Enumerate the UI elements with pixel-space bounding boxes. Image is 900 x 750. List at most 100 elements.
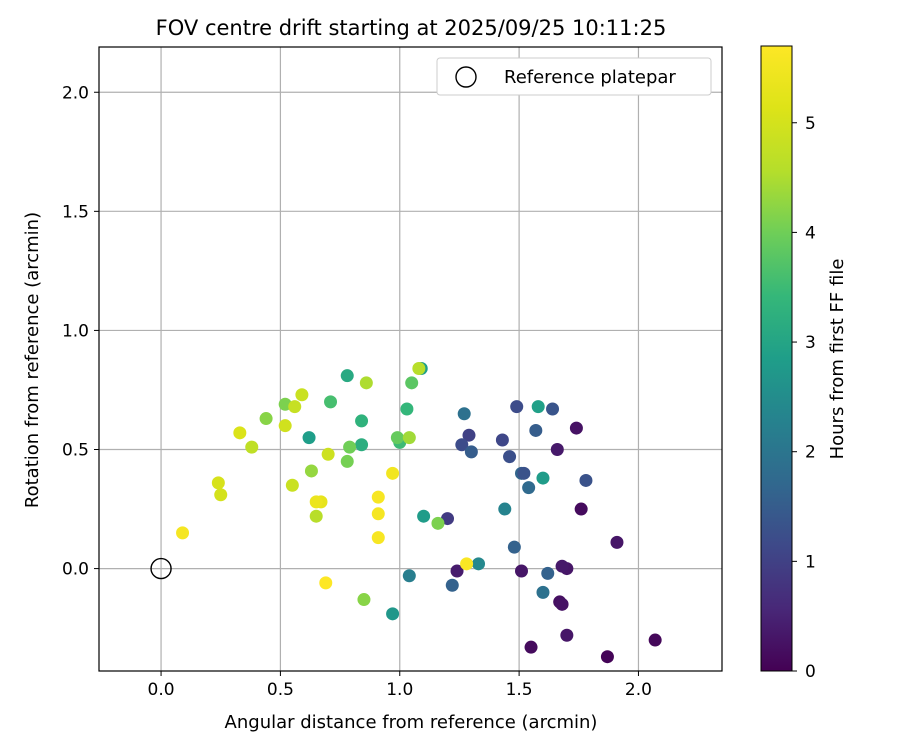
data-point bbox=[517, 466, 531, 480]
data-point bbox=[579, 473, 593, 487]
data-point bbox=[259, 412, 273, 426]
data-point bbox=[386, 466, 400, 480]
data-point bbox=[445, 578, 459, 592]
data-point bbox=[600, 650, 614, 664]
data-point bbox=[371, 490, 385, 504]
data-point bbox=[541, 566, 555, 580]
data-point bbox=[507, 540, 521, 554]
data-point bbox=[472, 557, 486, 571]
data-point bbox=[462, 428, 476, 442]
y-tick-label: 2.0 bbox=[62, 83, 89, 103]
data-point bbox=[574, 502, 588, 516]
data-point bbox=[400, 402, 414, 416]
data-point bbox=[569, 421, 583, 435]
colorbar-tick-label: 3 bbox=[805, 333, 816, 353]
data-point bbox=[648, 633, 662, 647]
data-point bbox=[555, 597, 569, 611]
x-tick-label: 1.5 bbox=[506, 680, 533, 700]
plot-frame bbox=[98, 46, 723, 672]
data-point bbox=[288, 400, 302, 414]
data-point bbox=[324, 395, 338, 409]
data-point bbox=[304, 464, 318, 478]
data-point bbox=[510, 400, 524, 414]
data-point bbox=[302, 431, 316, 445]
data-point bbox=[309, 495, 323, 509]
chart-title: FOV centre drift starting at 2025/09/25 … bbox=[156, 16, 667, 40]
data-point bbox=[386, 607, 400, 621]
data-point bbox=[498, 502, 512, 516]
y-tick-label: 0.5 bbox=[62, 441, 89, 461]
data-point bbox=[295, 388, 309, 402]
data-point bbox=[176, 526, 190, 540]
data-point bbox=[390, 431, 404, 445]
data-point bbox=[340, 454, 354, 468]
legend-label: Reference platepar bbox=[504, 67, 676, 88]
plot-area bbox=[99, 47, 722, 671]
scatter-points bbox=[176, 362, 662, 664]
x-axis-label: Angular distance from reference (arcmin) bbox=[225, 712, 598, 733]
data-point bbox=[550, 443, 564, 457]
data-point bbox=[278, 419, 292, 433]
data-point bbox=[321, 447, 335, 461]
data-point bbox=[450, 564, 464, 578]
data-point bbox=[285, 478, 299, 492]
data-point bbox=[460, 557, 474, 571]
data-point bbox=[319, 576, 333, 590]
data-point bbox=[536, 585, 550, 599]
data-point bbox=[357, 593, 371, 607]
reference-marker bbox=[150, 557, 172, 580]
colorbar-ticks: 0 1 2 3 4 5 bbox=[792, 114, 816, 682]
reference-layer bbox=[150, 557, 172, 580]
legend-box bbox=[436, 57, 712, 96]
y-tick-label: 1.5 bbox=[62, 202, 89, 222]
data-point bbox=[560, 628, 574, 642]
x-axis-ticks: 0.0 0.5 1.0 1.5 2.0 bbox=[148, 671, 652, 700]
data-point bbox=[412, 362, 426, 376]
colorbar-tick-label: 2 bbox=[805, 443, 816, 463]
data-point bbox=[309, 509, 323, 523]
data-point bbox=[610, 535, 624, 549]
data-point bbox=[233, 426, 247, 440]
data-point bbox=[371, 507, 385, 521]
colorbar-tick-label: 0 bbox=[805, 662, 816, 682]
legend: Reference platepar bbox=[436, 57, 712, 96]
colorbar-tick-label: 4 bbox=[805, 223, 816, 243]
data-point bbox=[555, 559, 569, 573]
data-point bbox=[522, 481, 536, 495]
data-point bbox=[402, 569, 416, 583]
colorbar bbox=[760, 45, 793, 672]
data-point bbox=[214, 488, 228, 502]
y-tick-label: 0.0 bbox=[62, 560, 89, 580]
x-tick-label: 0.5 bbox=[267, 680, 294, 700]
data-point bbox=[514, 564, 528, 578]
data-point bbox=[402, 431, 416, 445]
data-point bbox=[371, 531, 385, 545]
data-point bbox=[524, 640, 538, 654]
y-axis-label: Rotation from reference (arcmin) bbox=[22, 212, 43, 508]
data-point bbox=[503, 450, 517, 464]
data-point bbox=[355, 438, 369, 452]
data-point bbox=[529, 423, 543, 437]
colorbar-label: Hours from first FF file bbox=[827, 259, 848, 460]
x-tick-label: 0.0 bbox=[148, 680, 175, 700]
y-axis-ticks: 0.0 0.5 1.0 1.5 2.0 bbox=[62, 83, 99, 580]
data-point bbox=[531, 400, 545, 414]
data-point bbox=[405, 376, 419, 390]
data-point bbox=[355, 414, 369, 428]
data-point bbox=[495, 433, 509, 447]
data-point bbox=[546, 402, 560, 416]
y-tick-label: 1.0 bbox=[62, 321, 89, 341]
colorbar-tick-label: 1 bbox=[805, 552, 816, 572]
x-tick-label: 2.0 bbox=[625, 680, 652, 700]
data-point bbox=[536, 471, 550, 485]
legend-marker bbox=[455, 66, 477, 88]
colorbar-tick-label: 5 bbox=[805, 114, 816, 134]
data-point bbox=[417, 509, 431, 523]
data-point bbox=[359, 376, 373, 390]
x-tick-label: 1.0 bbox=[386, 680, 413, 700]
data-point bbox=[455, 438, 469, 452]
data-point bbox=[343, 440, 357, 454]
data-point bbox=[431, 516, 445, 530]
data-point bbox=[245, 440, 259, 454]
